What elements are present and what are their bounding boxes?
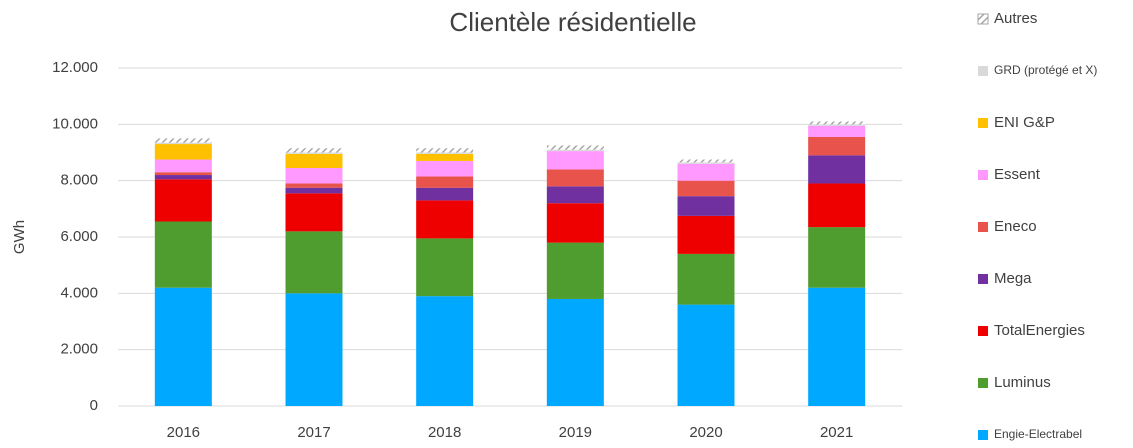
chart-title: Clientèle résidentielle [449, 7, 696, 37]
legend-swatch [978, 118, 988, 128]
bar-segment [808, 124, 866, 126]
bar-segment [546, 145, 604, 150]
x-tick-label: 2021 [820, 424, 853, 441]
bar-segment [416, 187, 474, 201]
x-tick-label: 2019 [559, 424, 592, 441]
bar-segment [546, 203, 604, 243]
bar-segment [546, 298, 604, 406]
bar-segment [808, 287, 866, 406]
bar-segment [677, 253, 735, 305]
y-tick-label: 2.000 [60, 341, 98, 358]
y-tick-label: 10.000 [52, 115, 98, 132]
bar-segment [677, 196, 735, 216]
bar-segment [285, 167, 343, 184]
y-tick-label: 0 [90, 397, 98, 414]
y-tick-label: 8.000 [60, 172, 98, 189]
bar-segment [285, 187, 343, 194]
bar-segment [154, 287, 212, 406]
bar-segment [808, 125, 866, 138]
bar-segment [546, 169, 604, 187]
x-tick-label: 2018 [428, 424, 461, 441]
bar-segment [416, 238, 474, 297]
bar-segment [285, 148, 343, 153]
legend-label: GRD (protégé et X) [994, 63, 1097, 77]
bar-segment [677, 162, 735, 164]
bar-segment [416, 296, 474, 406]
bar-segment [285, 193, 343, 232]
bar-segment [546, 151, 604, 170]
y-tick-label: 12.000 [52, 59, 98, 76]
legend-swatch [978, 430, 988, 440]
legend-swatch [978, 326, 988, 336]
bar-segment [808, 183, 866, 228]
bar-segment [154, 179, 212, 222]
legend-label: Mega [994, 270, 1032, 287]
bar-segment [546, 242, 604, 299]
legend-swatch [978, 222, 988, 232]
legend-swatch [978, 378, 988, 388]
legend-swatch [978, 66, 988, 76]
bar-segment [416, 153, 474, 161]
legend-label: Luminus [994, 374, 1051, 391]
bar-segment [808, 137, 866, 156]
bar-segment [154, 138, 212, 143]
x-tick-label: 2017 [297, 424, 330, 441]
bar-segment [154, 172, 212, 176]
legend-swatch [978, 170, 988, 180]
legend-label: ENI G&P [994, 114, 1055, 131]
bar-segment [416, 200, 474, 239]
bar-segment [677, 180, 735, 197]
bar-segment [285, 183, 343, 188]
bar-segment [285, 152, 343, 154]
y-axis-label: GWh [11, 220, 28, 254]
bar-segment [416, 160, 474, 177]
bar-segment [154, 175, 212, 180]
legend-label: TotalEnergies [994, 322, 1085, 339]
x-tick-label: 2016 [167, 424, 200, 441]
legend-label: Essent [994, 166, 1041, 183]
bar-segment [285, 293, 343, 406]
bar-segment [154, 221, 212, 288]
bar-segment [416, 152, 474, 154]
bar-segment [546, 149, 604, 152]
bar-segment [808, 121, 866, 125]
bar-segment [677, 304, 735, 406]
x-tick-label: 2020 [689, 424, 722, 441]
bar-segment [416, 148, 474, 153]
bar-segment [677, 215, 735, 254]
bar-segment [154, 142, 212, 145]
legend-label: Engie-Electrabel [994, 427, 1082, 441]
bar-segment [808, 155, 866, 184]
bar-segment [285, 231, 343, 294]
bar-segment [285, 153, 343, 168]
bar-segment [677, 163, 735, 181]
bar-segment [808, 227, 866, 288]
legend-label: Eneco [994, 218, 1037, 235]
legend-label: Autres [994, 10, 1037, 27]
bar-segment [154, 159, 212, 173]
legend-swatch [978, 274, 988, 284]
y-tick-label: 4.000 [60, 284, 98, 301]
y-tick-label: 6.000 [60, 228, 98, 245]
legend-swatch [977, 13, 989, 25]
bar-segment [416, 176, 474, 188]
bar-segment [154, 144, 212, 160]
bar-segment [546, 186, 604, 204]
bar-segment [677, 159, 735, 163]
